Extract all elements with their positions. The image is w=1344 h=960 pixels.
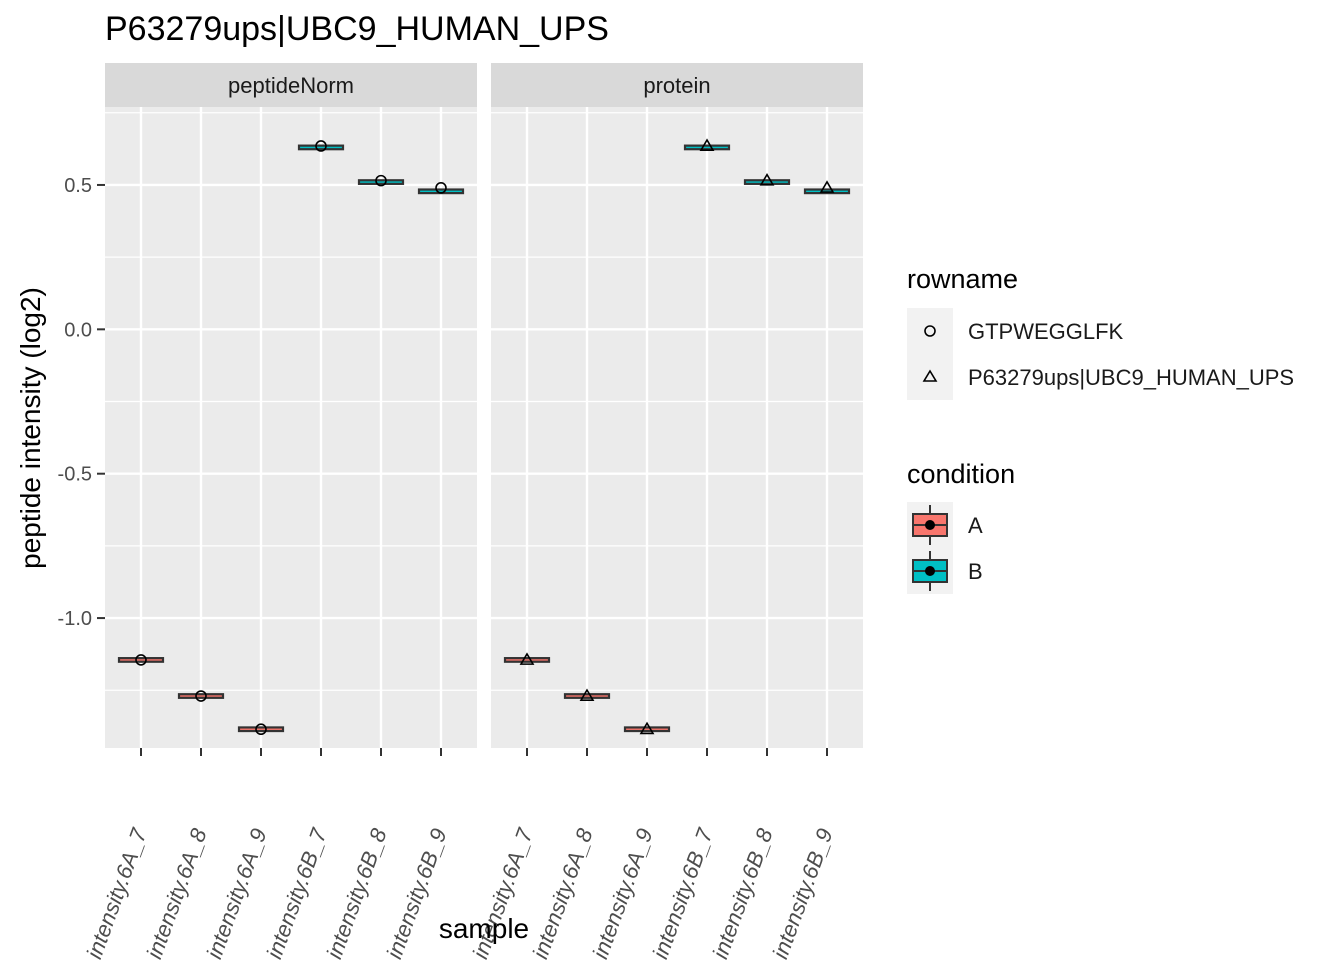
x-tick-label: intensity.6A_8 [141, 824, 211, 960]
legend-title-condition: condition [907, 459, 1015, 489]
box-B [297, 144, 345, 151]
data-point-circle [315, 140, 327, 152]
panel-background [491, 107, 863, 748]
x-tick-label: intensity.6B_7 [647, 824, 717, 960]
box-B [743, 179, 791, 185]
panel-background [105, 107, 477, 748]
x-axis-title: sample [439, 913, 529, 944]
y-tick-label: 0.0 [64, 319, 92, 341]
data-point-circle [255, 723, 267, 736]
chart-title: P63279ups|UBC9_HUMAN_UPS [105, 10, 609, 48]
data-point-triangle [519, 652, 535, 665]
data-point-triangle [819, 180, 835, 193]
facet-label: peptideNorm [228, 73, 354, 98]
legend-label: P63279ups|UBC9_HUMAN_UPS [968, 365, 1294, 390]
data-point-circle [135, 654, 147, 666]
legend-point [925, 520, 935, 530]
x-tick-label: intensity.6A_9 [201, 825, 271, 960]
y-tick-label: 0.5 [64, 175, 92, 197]
box-A [117, 657, 165, 663]
box-A [503, 657, 551, 663]
box-A [563, 693, 611, 699]
x-tick-label: intensity.6B_7 [261, 824, 331, 960]
legend-key-circle [924, 325, 936, 337]
data-point-circle [195, 690, 207, 702]
x-tick-label: intensity.6A_8 [527, 824, 597, 960]
x-tick-label: intensity.6A_7 [81, 824, 151, 960]
box-A [623, 726, 671, 733]
box-B [683, 144, 731, 151]
legend-key-triangle [922, 369, 938, 382]
facet-strip [105, 63, 477, 107]
x-tick-label: intensity.6B_8 [707, 824, 777, 960]
data-point-triangle [699, 138, 715, 151]
data-point-triangle [579, 688, 595, 702]
y-axis-title: peptide intensity (log2) [15, 287, 46, 569]
data-point-circle [435, 182, 447, 194]
box-B [357, 179, 405, 185]
legend-point [925, 566, 935, 576]
box-A [237, 726, 285, 733]
facet-label: protein [643, 73, 710, 98]
legend-label: GTPWEGGLFK [968, 319, 1124, 344]
x-tick-label: intensity.6B_9 [767, 825, 837, 960]
box-A [177, 693, 225, 699]
data-point-circle [375, 174, 387, 187]
legend-title-rowname: rowname [907, 264, 1018, 294]
y-tick-label: -1.0 [58, 608, 92, 630]
legend-label: B [968, 559, 983, 584]
y-tick-label: -0.5 [58, 464, 92, 486]
x-tick-label: intensity.6A_9 [587, 825, 657, 960]
data-point-triangle [639, 721, 655, 735]
data-point-triangle [759, 173, 775, 186]
legend-label: A [968, 513, 983, 538]
x-tick-label: intensity.6B_8 [321, 824, 391, 960]
legend-key-bg [907, 308, 953, 400]
facet-strip [491, 63, 863, 107]
